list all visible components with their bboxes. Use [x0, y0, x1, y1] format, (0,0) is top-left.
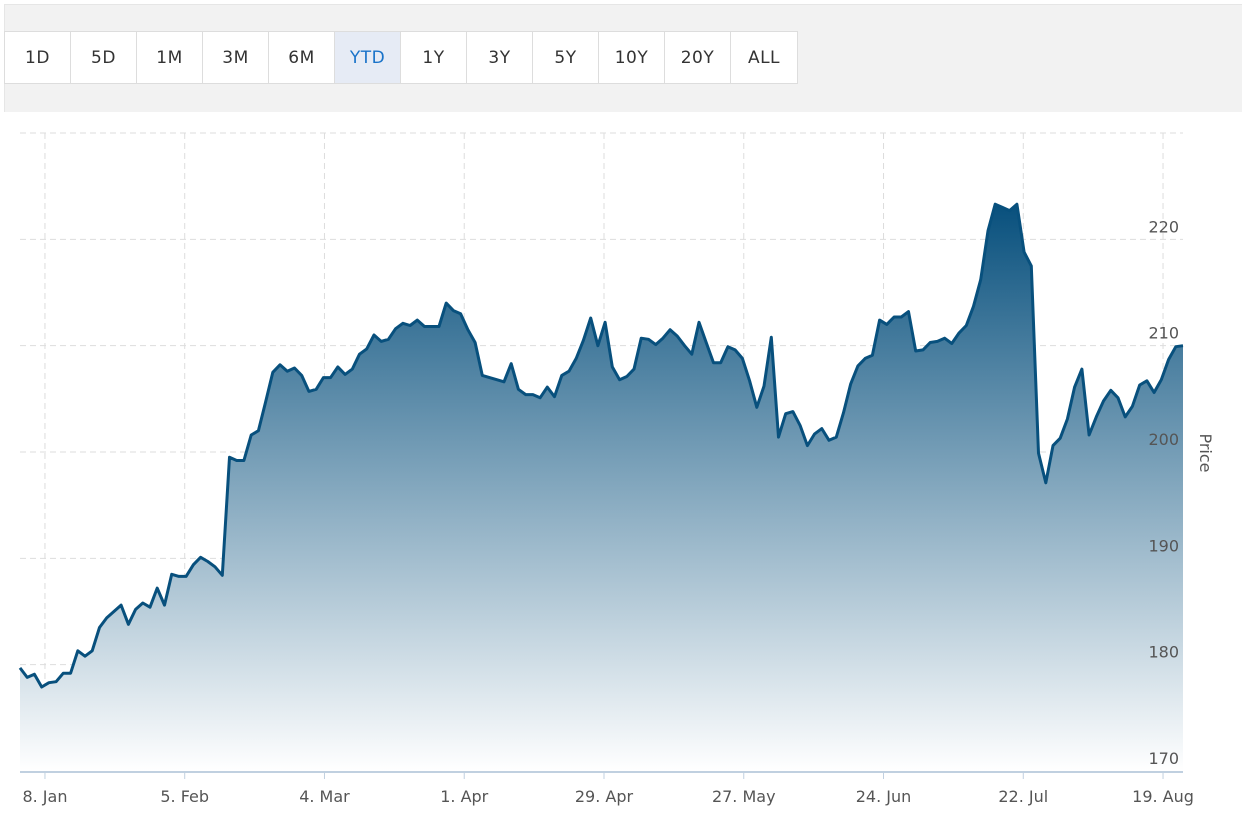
x-tick-label: 1. Apr — [440, 787, 488, 806]
x-tick-label: 4. Mar — [299, 787, 350, 806]
y-tick-label: 220 — [1148, 217, 1179, 236]
y-tick-label: 180 — [1148, 643, 1179, 662]
x-axis-ticks: 8. Jan 5. Feb 4. Mar 1. Apr 29. Apr 27. May 24… — [22, 771, 1194, 806]
range-button-1d[interactable]: 1D — [5, 32, 71, 83]
y-tick-label: 170 — [1148, 749, 1179, 768]
x-tick-label: 27. May — [712, 787, 776, 806]
range-button-5d[interactable]: 5D — [71, 32, 137, 83]
x-tick-label: 5. Feb — [160, 787, 209, 806]
y-tick-label: 200 — [1148, 430, 1179, 449]
x-tick-label: 24. Jun — [856, 787, 912, 806]
y-axis-title: Price — [1196, 433, 1215, 472]
range-button-all[interactable]: ALL — [731, 32, 797, 83]
x-tick-label: 8. Jan — [22, 787, 67, 806]
range-button-3m[interactable]: 3M — [203, 32, 269, 83]
price-area — [20, 204, 1183, 771]
range-button-10y[interactable]: 10Y — [599, 32, 665, 83]
y-tick-label: 210 — [1148, 324, 1179, 343]
x-tick-label: 29. Apr — [575, 787, 634, 806]
range-button-ytd[interactable]: YTD — [335, 32, 401, 83]
range-button-20y[interactable]: 20Y — [665, 32, 731, 83]
range-button-1y[interactable]: 1Y — [401, 32, 467, 83]
range-button-3y[interactable]: 3Y — [467, 32, 533, 83]
range-button-6m[interactable]: 6M — [269, 32, 335, 83]
range-selector: 1D 5D 1M 3M 6M YTD 1Y 3Y 5Y 10Y 20Y ALL — [4, 31, 798, 84]
range-button-1m[interactable]: 1M — [137, 32, 203, 83]
range-button-5y[interactable]: 5Y — [533, 32, 599, 83]
x-tick-label: 19. Aug — [1132, 787, 1194, 806]
y-tick-label: 190 — [1148, 536, 1179, 555]
x-tick-label: 22. Jul — [998, 787, 1048, 806]
y-axis-ticks: 170 180 190 200 210 220 — [1148, 217, 1179, 768]
price-line — [18, 202, 1184, 689]
